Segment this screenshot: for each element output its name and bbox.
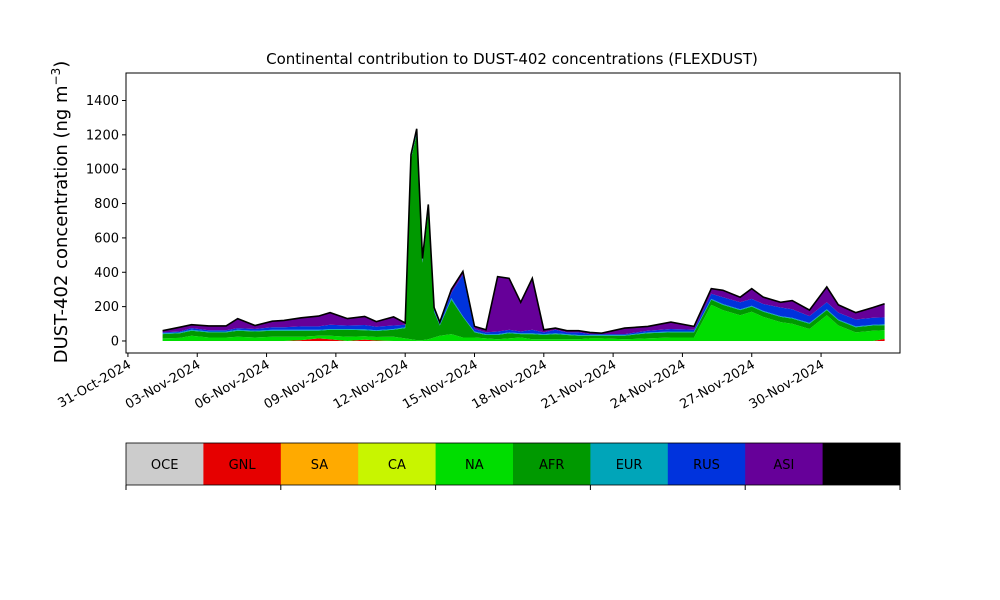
y-tick-label: 1000 bbox=[86, 163, 119, 178]
stacked-area-group bbox=[162, 128, 885, 341]
y-tick-label: 1200 bbox=[86, 128, 119, 143]
legend-swatch-aus bbox=[822, 443, 901, 485]
y-tick-label: 1400 bbox=[86, 94, 119, 109]
x-tick-label: 12-Nov-2024 bbox=[331, 357, 411, 412]
plot-frame bbox=[125, 72, 901, 354]
legend-swatch-gnl bbox=[203, 443, 282, 485]
legend-label-asi: ASI bbox=[773, 458, 794, 473]
x-tick-label: 21-Nov-2024 bbox=[539, 357, 619, 412]
y-tick-label: 400 bbox=[94, 266, 119, 281]
legend-label-oce: OCE bbox=[151, 458, 179, 473]
axes-group: 0 200 400 600 800 1000 1200 1400 31-Oct-202403-N… bbox=[56, 72, 901, 412]
x-tick-label: 15-Nov-2024 bbox=[400, 357, 480, 412]
area-series-rus bbox=[162, 130, 885, 335]
legend-frame bbox=[125, 442, 901, 486]
legend-label-sa: SA bbox=[311, 458, 328, 473]
area-series-gnl bbox=[162, 338, 885, 341]
x-tick-label: 03-Nov-2024 bbox=[123, 357, 203, 412]
x-tick-label: 27-Nov-2024 bbox=[677, 357, 757, 412]
x-tick-label: 18-Nov-2024 bbox=[470, 357, 550, 412]
y-tick-label: 200 bbox=[94, 300, 119, 315]
legend-swatch-asi bbox=[745, 443, 824, 485]
x-tick-label: 24-Nov-2024 bbox=[608, 357, 688, 412]
x-tick-label: 31-Oct-2024 bbox=[56, 357, 134, 411]
y-tick-label: 800 bbox=[94, 197, 119, 212]
total-line bbox=[162, 128, 885, 335]
legend-swatch-rus bbox=[667, 443, 746, 485]
legend-label-na: NA bbox=[465, 458, 484, 473]
legend-label-ca: CA bbox=[388, 458, 406, 473]
legend-label-aus: AUS bbox=[848, 458, 875, 473]
legend-swatch-oce bbox=[126, 443, 204, 485]
area-series-na bbox=[162, 304, 885, 341]
y-axis-label-superscript: −3 bbox=[49, 68, 63, 86]
x-tick-label: 30-Nov-2024 bbox=[747, 357, 827, 412]
x-tick-label: 06-Nov-2024 bbox=[192, 357, 272, 412]
y-axis-label: DUST-402 concentration (ng m−3) bbox=[49, 61, 72, 364]
x-tick-label: 09-Nov-2024 bbox=[262, 357, 342, 412]
area-series-asi bbox=[162, 128, 885, 335]
chart-title: Continental contribution to DUST-402 con… bbox=[266, 50, 758, 68]
legend-swatch-afr bbox=[513, 443, 591, 485]
legend-label-eur: EUR bbox=[616, 458, 643, 473]
legend-swatch-eur bbox=[590, 443, 669, 485]
legend-label-afr: AFR bbox=[539, 458, 564, 473]
continent-colorbar-legend: OCE GNL SA CA NA AFR EUR RUS ASI AUS bbox=[125, 442, 901, 490]
legend-label-gnl: GNL bbox=[229, 458, 257, 473]
legend-swatch-ca bbox=[358, 443, 437, 485]
y-tick-label: 0 bbox=[111, 334, 119, 349]
y-axis-label-end: ) bbox=[51, 61, 72, 68]
legend-swatch-sa bbox=[280, 443, 359, 485]
legend-swatch-na bbox=[435, 443, 514, 485]
y-tick-label: 600 bbox=[94, 231, 119, 246]
y-axis-label-main: DUST-402 concentration (ng m bbox=[51, 85, 72, 363]
legend-label-rus: RUS bbox=[693, 458, 720, 473]
